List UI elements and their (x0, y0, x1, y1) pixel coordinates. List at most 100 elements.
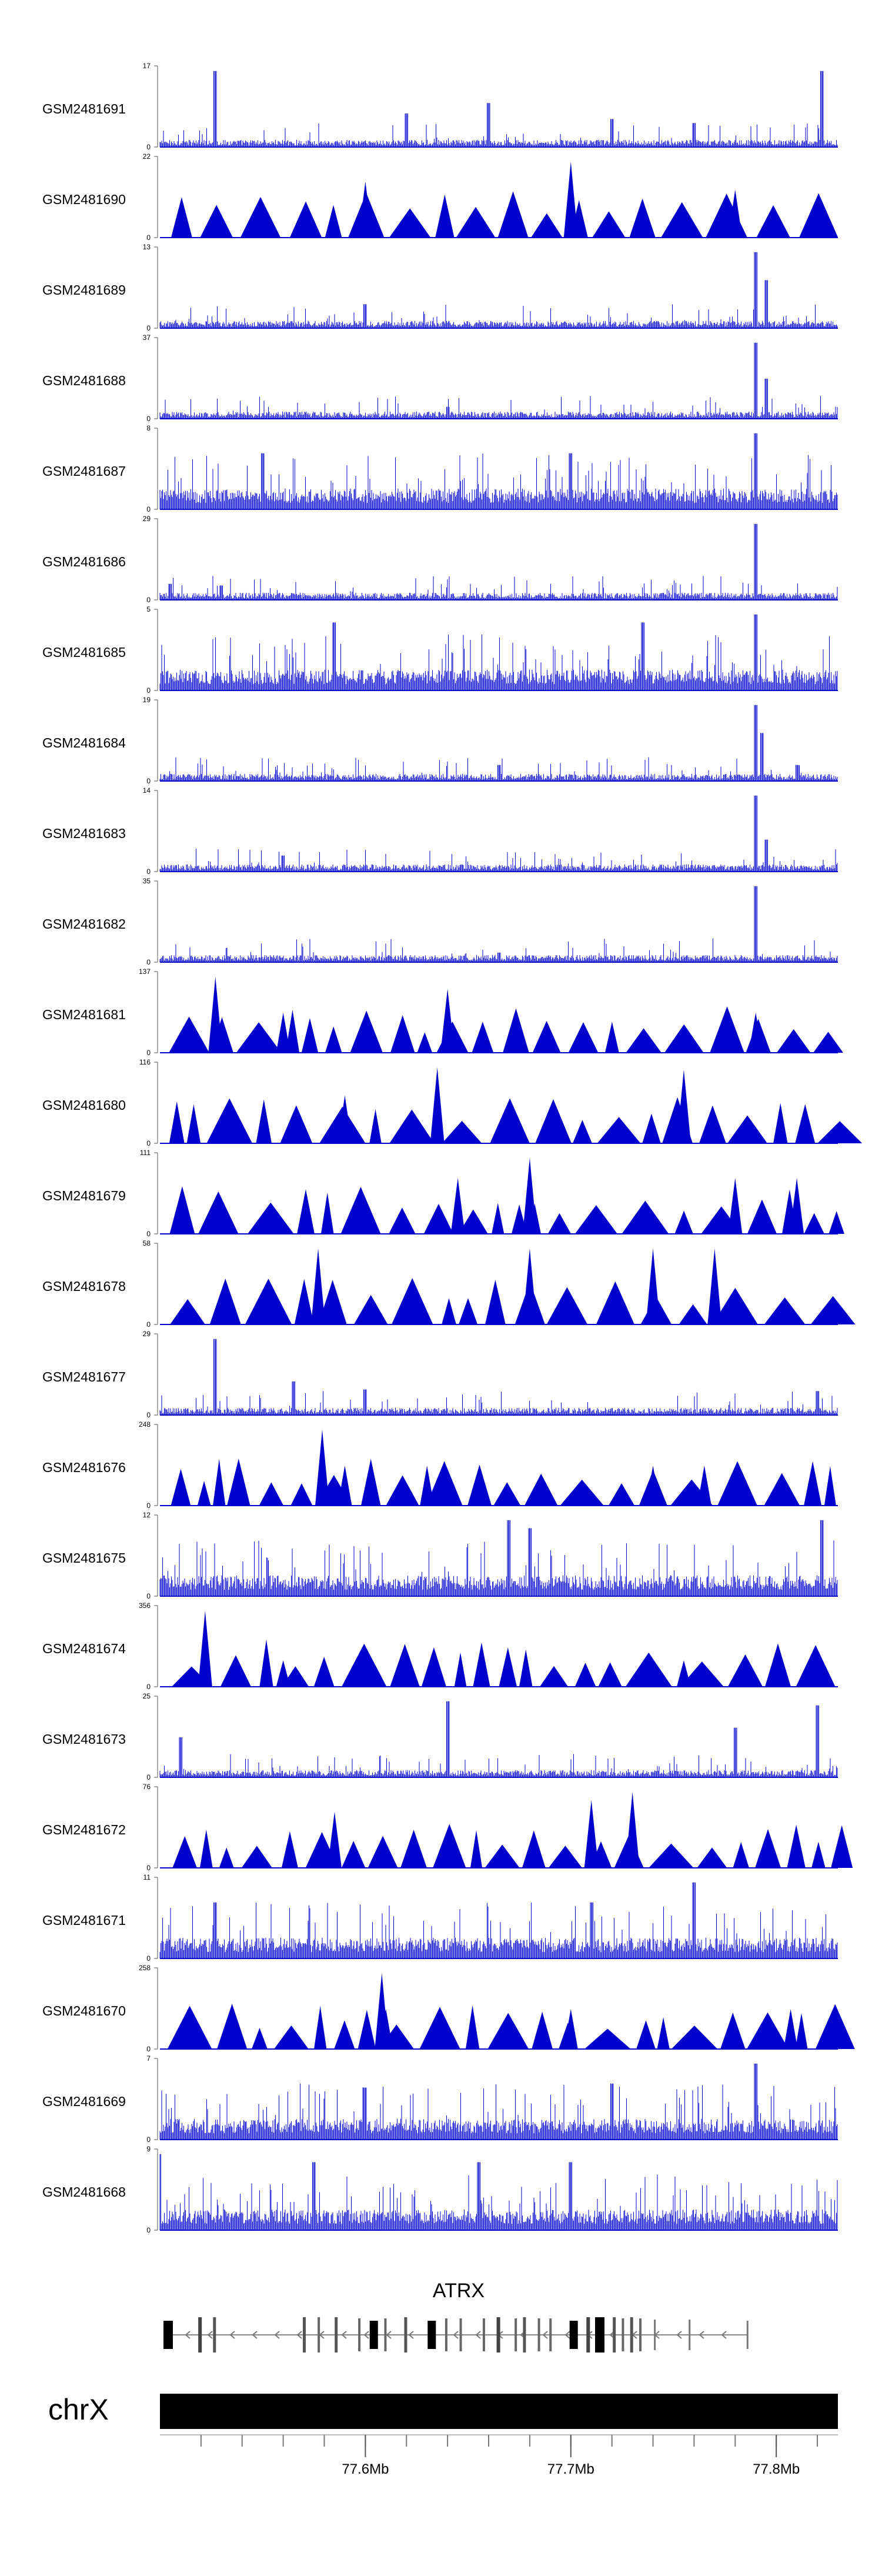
coverage-peak (657, 2017, 670, 2049)
coverage-peak (318, 1280, 347, 1324)
y-min-label: 0 (146, 233, 151, 242)
coverage-peak (386, 1475, 419, 1506)
coverage-peak (532, 1020, 561, 1053)
gene-model-track (0, 2270, 882, 2388)
coverage-bars (159, 1520, 838, 1596)
coverage-peak (674, 1210, 693, 1234)
coverage-peak (671, 2026, 718, 2049)
coverage-peak (811, 1841, 826, 1868)
coverage-peak (197, 1481, 211, 1506)
coverage-peak (259, 1639, 273, 1687)
track-label: GSM2481684 (42, 735, 126, 750)
coverage-peak (379, 2024, 415, 2049)
track-GSM2481685: GSM2481685 5 0 (0, 605, 882, 699)
y-min-label: 0 (146, 777, 151, 785)
coverage-peak (539, 1666, 569, 1687)
coverage-peak (584, 1800, 599, 1868)
coverage-peak (473, 1642, 490, 1687)
coverage-bars (159, 252, 838, 328)
coverage-peak (198, 1191, 239, 1234)
coverage-peak (454, 1652, 467, 1687)
coverage-peak (712, 1287, 758, 1324)
gene-exon (427, 2321, 436, 2349)
y-min-label: 0 (146, 2135, 151, 2144)
coverage-peak (535, 1099, 572, 1143)
track-plot: 58 0 (143, 1239, 856, 1329)
strand-chevron (274, 2331, 280, 2339)
coverage-peak (442, 1298, 456, 1324)
coverage-bars (159, 2154, 838, 2230)
coverage-peak (211, 1017, 233, 1053)
coverage-peak (358, 2010, 376, 2049)
y-max-label: 13 (143, 243, 151, 251)
track-GSM2481688: GSM2481688 37 0 (0, 333, 882, 428)
coverage-peak (747, 1199, 777, 1234)
coverage-peak (728, 1177, 743, 1234)
track-label: GSM2481674 (42, 1641, 126, 1656)
coverage-peak (596, 1281, 634, 1324)
track-label: GSM2481681 (42, 1007, 126, 1022)
coverage-peak (340, 1186, 381, 1234)
track-plot: 35 0 (143, 877, 838, 966)
gene-exon (459, 2318, 462, 2351)
gene-exon (639, 2318, 642, 2351)
coverage-peak (755, 1828, 781, 1868)
track-label: GSM2481668 (42, 2184, 126, 2200)
track-plot: 22 0 (143, 152, 838, 242)
strand-chevron (542, 2331, 548, 2339)
coverage-peak (199, 1829, 213, 1868)
coverage-peak (294, 1279, 314, 1324)
track-label: GSM2481691 (42, 101, 126, 116)
coverage-bars (159, 1339, 838, 1415)
y-max-label: 35 (143, 877, 151, 885)
coverage-peak (560, 1479, 604, 1506)
track-GSM2481683: GSM2481683 14 0 (0, 786, 882, 880)
y-min-label: 0 (146, 1230, 151, 1238)
coverage-peak (697, 1466, 711, 1506)
coverage-peak (590, 1841, 612, 1868)
track-plot: 50 (146, 605, 838, 695)
coverage-peak (597, 1117, 641, 1143)
gene-exon (689, 2320, 691, 2350)
strand-chevron (363, 2331, 369, 2339)
y-min-label: 0 (146, 867, 151, 876)
coverage-peak (389, 208, 431, 238)
strand-chevron (564, 2331, 570, 2339)
y-max-label: 22 (143, 152, 151, 161)
coverage-peak (524, 1473, 558, 1506)
track-label: GSM2481679 (42, 1188, 126, 1203)
coverage-peak (325, 1026, 342, 1053)
gene-exon (335, 2317, 338, 2353)
coverage-peak (664, 1024, 704, 1053)
coverage-peak (358, 181, 373, 238)
coverage-bars (159, 433, 838, 509)
coverage-peak (720, 2013, 746, 2049)
coverage-peak (458, 1298, 478, 1324)
y-max-label: 5 (146, 605, 151, 613)
coverage-bars (159, 342, 838, 419)
track-label: GSM2481685 (42, 645, 126, 660)
coverage-peak (252, 2028, 268, 2049)
coverage-peak (341, 1841, 366, 1868)
y-max-label: 29 (143, 515, 151, 523)
y-min-label: 0 (146, 2226, 151, 2234)
coverage-peak (400, 1830, 427, 1868)
coverage-peak (236, 1022, 282, 1053)
track-plot: 19 0 (143, 696, 838, 785)
coverage-peak (528, 1203, 541, 1234)
coverage-peak (389, 1207, 416, 1234)
coverage-peak (497, 191, 529, 238)
coverage-peak (727, 1115, 767, 1143)
coverage-peak (256, 1099, 272, 1143)
track-label: GSM2481673 (42, 1731, 126, 1747)
strand-chevron (453, 2331, 459, 2339)
coverage-bars (159, 705, 838, 781)
track-GSM2481686: GSM2481686 29 0 (0, 515, 882, 609)
axis-tick-label: 77.6Mb (342, 2461, 389, 2477)
coverage-peak (171, 197, 192, 238)
coverage-peak (472, 1022, 494, 1053)
gene-exon (622, 2318, 624, 2351)
coverage-peak (493, 1482, 521, 1506)
coverage-peak (646, 1466, 660, 1506)
coverage-peak (419, 2007, 460, 2049)
